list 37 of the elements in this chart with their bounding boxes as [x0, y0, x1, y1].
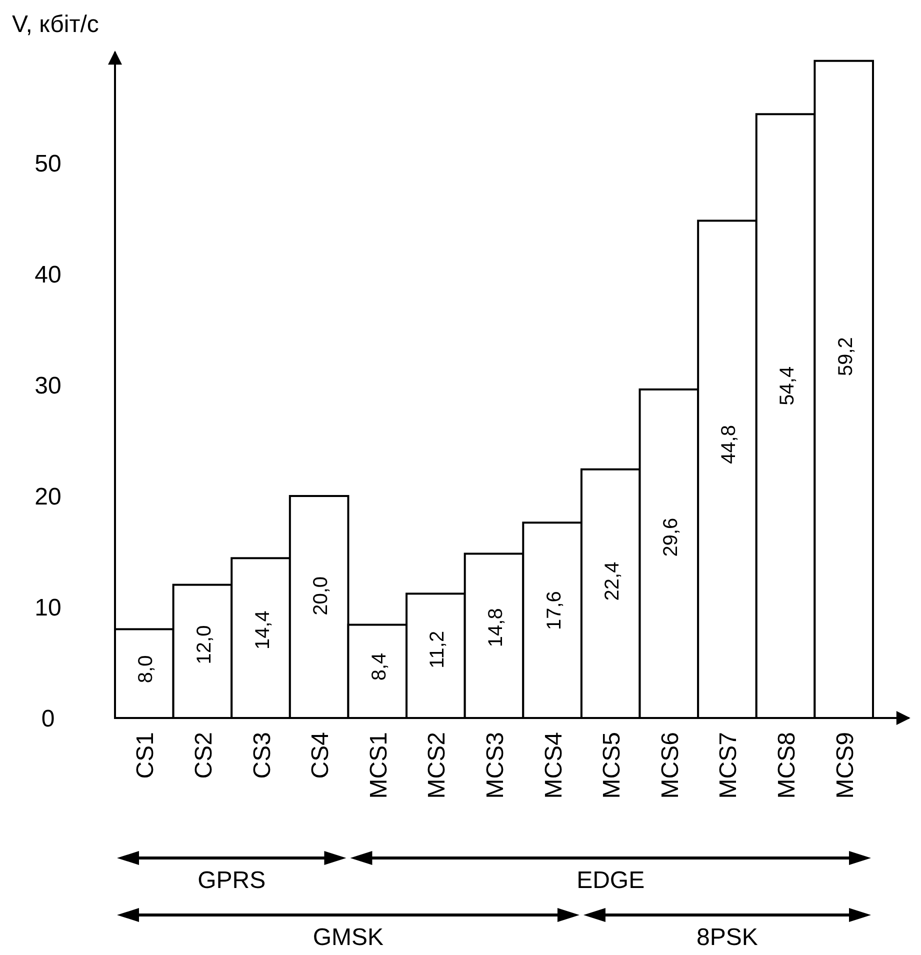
- data-label: 8,4: [368, 652, 390, 681]
- x-tick-label: MCS1: [365, 732, 392, 799]
- y-axis-title: V, кбіт/с: [12, 11, 99, 38]
- x-tick-label: CS4: [307, 732, 334, 779]
- text: EDGE: [576, 867, 645, 894]
- data-label: 17,6: [543, 591, 566, 630]
- text: GMSK: [312, 924, 384, 951]
- y-tick-label: 20: [34, 483, 62, 510]
- text: GPRS: [198, 867, 266, 894]
- x-tick-label: MCS5: [598, 732, 626, 799]
- x-tick-label: MCS8: [774, 732, 801, 799]
- data-label: 29,6: [660, 518, 682, 557]
- x-tick-label: CS2: [190, 732, 218, 779]
- data-label: 12,0: [193, 625, 216, 664]
- y-tick-label: 30: [34, 372, 62, 400]
- y-tick-label: 40: [34, 261, 62, 288]
- x-tick-label: MCS4: [540, 732, 568, 799]
- y-tick-label: 0: [41, 705, 55, 732]
- x-tick-label: MCS3: [482, 732, 509, 799]
- text: 8PSK: [696, 924, 758, 951]
- data-label: 14,8: [485, 608, 507, 648]
- x-tick-label: MCS9: [832, 732, 859, 799]
- x-tick-label: MCS7: [715, 732, 742, 799]
- data-label: 11,2: [426, 630, 449, 668]
- x-tick-label: CS3: [248, 732, 276, 779]
- data-label: 54,4: [776, 366, 799, 406]
- x-tick-label: CS1: [132, 732, 160, 779]
- data-label: 22,4: [602, 562, 624, 601]
- data-label: 14,4: [252, 610, 274, 650]
- data-label: 59,2: [834, 337, 857, 376]
- data-label: 20,0: [310, 576, 332, 616]
- data-label: 8,0: [135, 655, 158, 684]
- x-tick-label: MCS2: [424, 732, 451, 799]
- y-tick-label: 50: [34, 150, 62, 178]
- x-tick-label: MCS6: [656, 732, 684, 799]
- data-label: 44,8: [718, 425, 740, 464]
- y-tick-label: 10: [34, 594, 62, 622]
